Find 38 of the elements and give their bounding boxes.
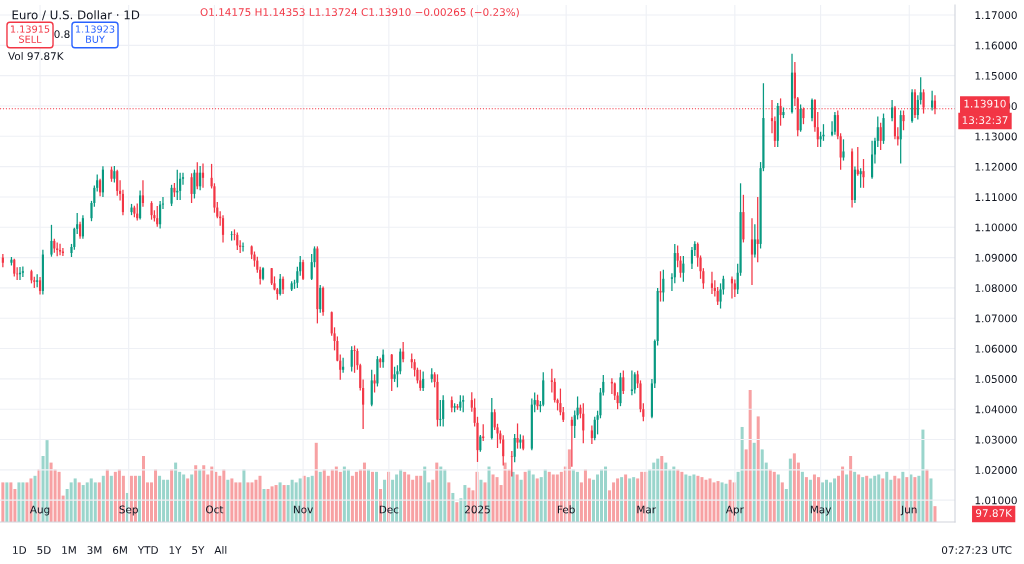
chart-title: Euro / U.S. Dollar · 1D [12,10,140,21]
x-tick-label: May [810,505,832,516]
y-tick-label: 1.16000 [975,41,1017,50]
x-tick-label: Sep [119,505,138,516]
y-tick-label: 1.15000 [975,71,1017,80]
y-tick-label: 1.02000 [975,466,1017,474]
y-tick-label: 1.03000 [975,435,1017,444]
ref-line-label: 1.13910 [964,99,1006,108]
x-tick-label: Apr [725,505,744,516]
x-tick-label: 2025 [465,505,490,514]
x-tick-label: Oct [206,505,224,514]
text: 13:32:37 [962,116,1008,125]
y-tick-label: 1.01000 [975,496,1017,505]
annotation: 0.8 [54,30,70,39]
y-tick-label: 1.09000 [975,253,1017,262]
y-tick-label: 1.06000 [975,344,1017,353]
y-tick-label: 1.13000 [975,132,1017,141]
x-tick-label: Dec [379,505,399,514]
x-tick-label: Nov [293,505,313,514]
text: 1D 5D 1M 3M 6M YTD 1Y 5Y All [13,545,227,555]
y-tick-label: 1.11000 [975,193,1017,202]
y-tick-label: 1.07000 [975,314,1017,323]
text: 97.87K [976,509,1013,518]
y-tick-label: 1.10000 [975,223,1017,232]
annotation: O1.14175 H1.14353 L1.13724 C1.13910 −0.00265 (−0.23%) [200,7,519,18]
x-tick-label: Feb [557,505,575,514]
y-tick-label: 1.05000 [975,375,1017,383]
x-tick-label: Mar [637,505,657,514]
annotation: 1.13923 BUY [75,25,115,43]
y-tick-label: 1.17000 [975,11,1017,20]
y-tick-label: 1.04000 [975,405,1017,414]
x-tick-label: Jun [900,505,917,516]
text: 07:27:23 UTC [941,546,1012,555]
annotation: 1.13915 SELL [10,25,50,43]
y-tick-label: 1.08000 [975,284,1017,293]
annotation: Vol 97.87K [8,51,64,61]
y-tick-label: 1.12000 [975,162,1017,171]
x-tick-label: Aug [29,505,50,516]
